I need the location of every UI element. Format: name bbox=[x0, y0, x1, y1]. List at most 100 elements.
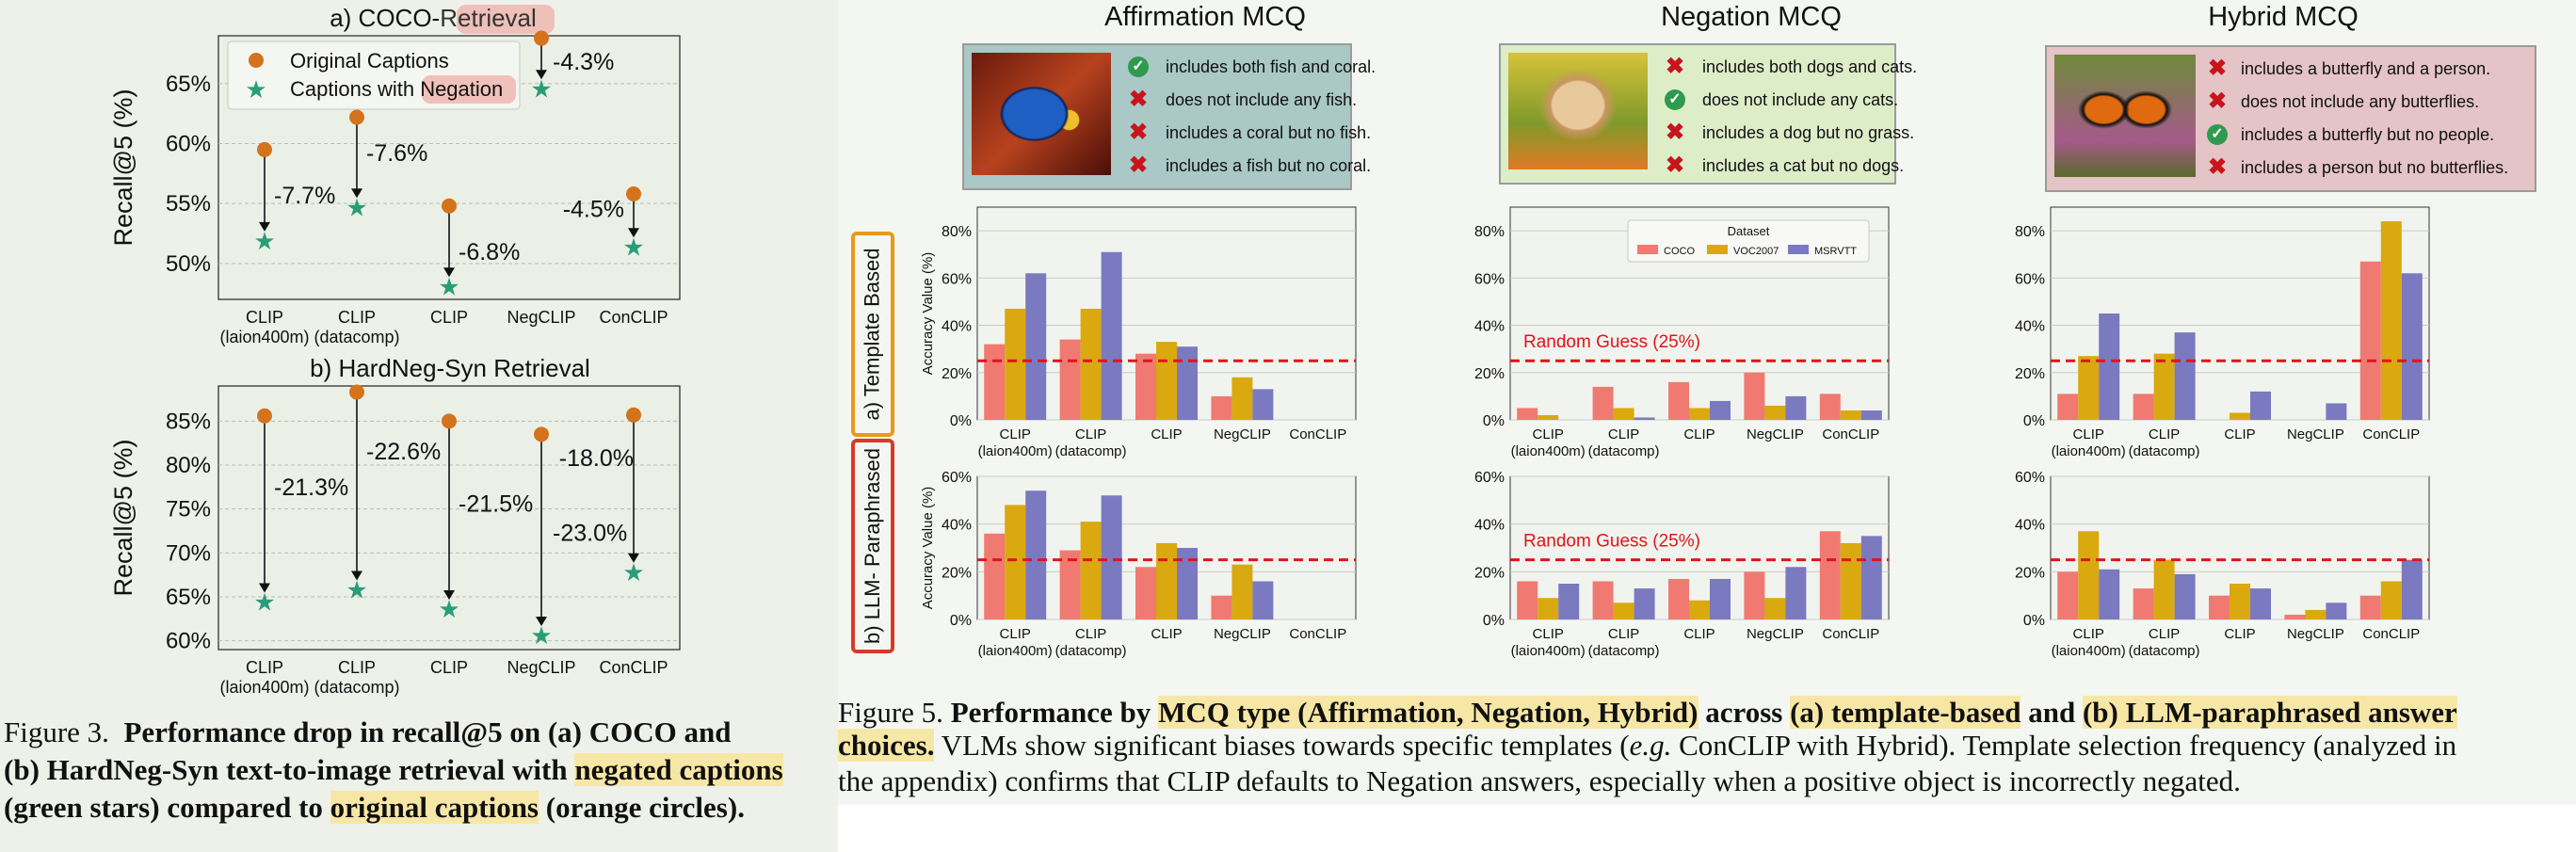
negation-caption-star: ★ bbox=[253, 588, 275, 617]
bar-voc2007 bbox=[2305, 609, 2326, 619]
bar-msrvtt bbox=[1634, 588, 1655, 619]
legend-marker-negation: ★ bbox=[245, 75, 266, 104]
y-axis-label: Accuracy Value (%) bbox=[920, 487, 936, 610]
x-tick-label: (datacomp) bbox=[1055, 643, 1127, 659]
bar-coco bbox=[1668, 578, 1689, 619]
bar-coco bbox=[1819, 531, 1841, 619]
x-tick-label: CLIP bbox=[2149, 626, 2180, 642]
bar-voc2007 bbox=[1156, 342, 1177, 420]
caption-text: ConCLIP with Hybrid). Template selection… bbox=[1679, 729, 2457, 762]
y-tick-label: 50% bbox=[166, 251, 211, 277]
bar-coco bbox=[1135, 353, 1156, 420]
bar-coco bbox=[2209, 595, 2230, 619]
drop-arrow-head bbox=[259, 221, 270, 232]
x-tick-label: ConCLIP bbox=[2362, 626, 2420, 642]
drop-arrow-head bbox=[351, 188, 362, 199]
bar-voc2007 bbox=[1005, 308, 1026, 420]
x-tick-label: CLIP bbox=[338, 658, 376, 677]
bar-coco bbox=[1517, 408, 1538, 420]
mcq-option: includes a butterfly and a person. bbox=[2241, 59, 2491, 78]
bar-voc2007 bbox=[1156, 542, 1177, 619]
mcq-option: includes both dogs and cats. bbox=[1702, 57, 1918, 76]
x-tick-label: CLIP bbox=[246, 308, 283, 327]
bar-coco bbox=[1744, 571, 1765, 619]
negation-caption-star: ★ bbox=[622, 233, 644, 261]
bar-coco bbox=[2133, 588, 2154, 619]
x-tick-label: CLIP bbox=[1608, 426, 1639, 442]
negation-caption-star: ★ bbox=[253, 227, 275, 255]
bar-voc2007 bbox=[1080, 522, 1102, 619]
y-tick-label: 20% bbox=[2015, 565, 2045, 581]
bar-msrvtt bbox=[1101, 251, 1122, 420]
page-background bbox=[838, 805, 2576, 852]
x-tick-label: (laion400m) bbox=[1511, 643, 1586, 659]
highlight-background bbox=[422, 75, 516, 104]
y-tick-label: 40% bbox=[1474, 319, 1505, 335]
bar-voc2007 bbox=[1613, 603, 1634, 619]
original-caption-point bbox=[442, 413, 457, 429]
drop-label: -7.7% bbox=[274, 183, 335, 209]
original-caption-point bbox=[626, 407, 641, 423]
bar-msrvtt bbox=[1710, 578, 1731, 619]
x-tick-label: (datacomp) bbox=[2129, 643, 2200, 659]
y-tick-label: 60% bbox=[166, 132, 211, 157]
bar-voc2007 bbox=[2078, 356, 2100, 420]
bar-msrvtt bbox=[1252, 389, 1274, 420]
figure-5-caption: Figure 5. Performance by MCQ type (Affir… bbox=[838, 694, 2576, 731]
x-tick-label: NegCLIP bbox=[1214, 426, 1271, 442]
bar-coco bbox=[1135, 567, 1156, 619]
bar-msrvtt bbox=[1025, 490, 1047, 619]
blue-fish-photo bbox=[972, 53, 1111, 175]
drop-arrow-head bbox=[351, 571, 362, 581]
x-tick-label: (datacomp) bbox=[314, 328, 399, 346]
negation-caption-star: ★ bbox=[622, 558, 644, 587]
row-label-template: a) Template Based bbox=[851, 232, 894, 437]
x-tick-label: ConCLIP bbox=[1289, 626, 1346, 642]
bar-msrvtt bbox=[2250, 391, 2271, 420]
x-tick-label: CLIP bbox=[1151, 626, 1182, 642]
bar-voc2007 bbox=[1232, 377, 1253, 420]
y-tick-label: 40% bbox=[942, 518, 972, 534]
drop-arrow-head bbox=[536, 70, 547, 80]
x-tick-label: NegCLIP bbox=[1747, 626, 1804, 642]
bar-coco bbox=[984, 533, 1006, 619]
caption-prefix: Figure 3. bbox=[4, 715, 109, 748]
y-tick-label: 55% bbox=[166, 191, 211, 217]
negation-caption-star: ★ bbox=[438, 272, 459, 300]
x-tick-label: (laion400m) bbox=[2052, 443, 2126, 459]
x-tick-label: (laion400m) bbox=[219, 678, 309, 697]
chart-title-highlight: Retrieval bbox=[440, 4, 537, 32]
drop-label: -4.5% bbox=[563, 197, 624, 223]
y-tick-label: 85% bbox=[166, 409, 211, 434]
original-caption-point bbox=[349, 109, 364, 125]
drop-arrow-head bbox=[259, 583, 270, 593]
x-tick-label: NegCLIP bbox=[507, 658, 575, 677]
x-tick-label: ConCLIP bbox=[599, 308, 668, 327]
negation-caption-star: ★ bbox=[346, 193, 367, 221]
y-axis-label: Recall@5 (%) bbox=[109, 89, 137, 247]
x-tick-label: (datacomp) bbox=[1588, 643, 1660, 659]
mcq-option: includes both fish and coral. bbox=[1166, 57, 1377, 76]
chart-title: a) COCO-Retrieval bbox=[330, 4, 537, 32]
mcq-option: includes a coral but no fish. bbox=[1166, 123, 1372, 142]
mcq-option: includes a person but no butterflies. bbox=[2241, 158, 2509, 177]
bar-voc2007 bbox=[2380, 221, 2402, 420]
cross-icon: ✖ bbox=[2207, 88, 2228, 114]
drop-arrow-head bbox=[628, 228, 639, 238]
y-tick-label: 80% bbox=[942, 224, 972, 240]
cross-icon: ✖ bbox=[2207, 154, 2228, 180]
bar-msrvtt bbox=[1252, 581, 1274, 619]
chart-title: b) HardNeg-Syn Retrieval bbox=[310, 354, 590, 382]
mcq-option: includes a butterfly but no people. bbox=[2241, 125, 2495, 144]
x-tick-label: CLIP bbox=[1683, 626, 1715, 642]
mcq-option: does not include any cats. bbox=[1702, 90, 1899, 109]
figure-5-caption-continued: choices. VLMs show significant biases to… bbox=[838, 727, 2456, 798]
y-tick-label: 20% bbox=[2015, 366, 2045, 382]
caption-text: and bbox=[2028, 696, 2076, 729]
caption-prefix: Figure 5. bbox=[838, 696, 943, 729]
y-tick-label: 60% bbox=[1474, 470, 1505, 486]
bar-msrvtt bbox=[1860, 410, 1882, 420]
y-tick-label: 80% bbox=[1474, 224, 1505, 240]
bar-coco bbox=[1517, 581, 1538, 619]
bar-msrvtt bbox=[2250, 588, 2271, 619]
